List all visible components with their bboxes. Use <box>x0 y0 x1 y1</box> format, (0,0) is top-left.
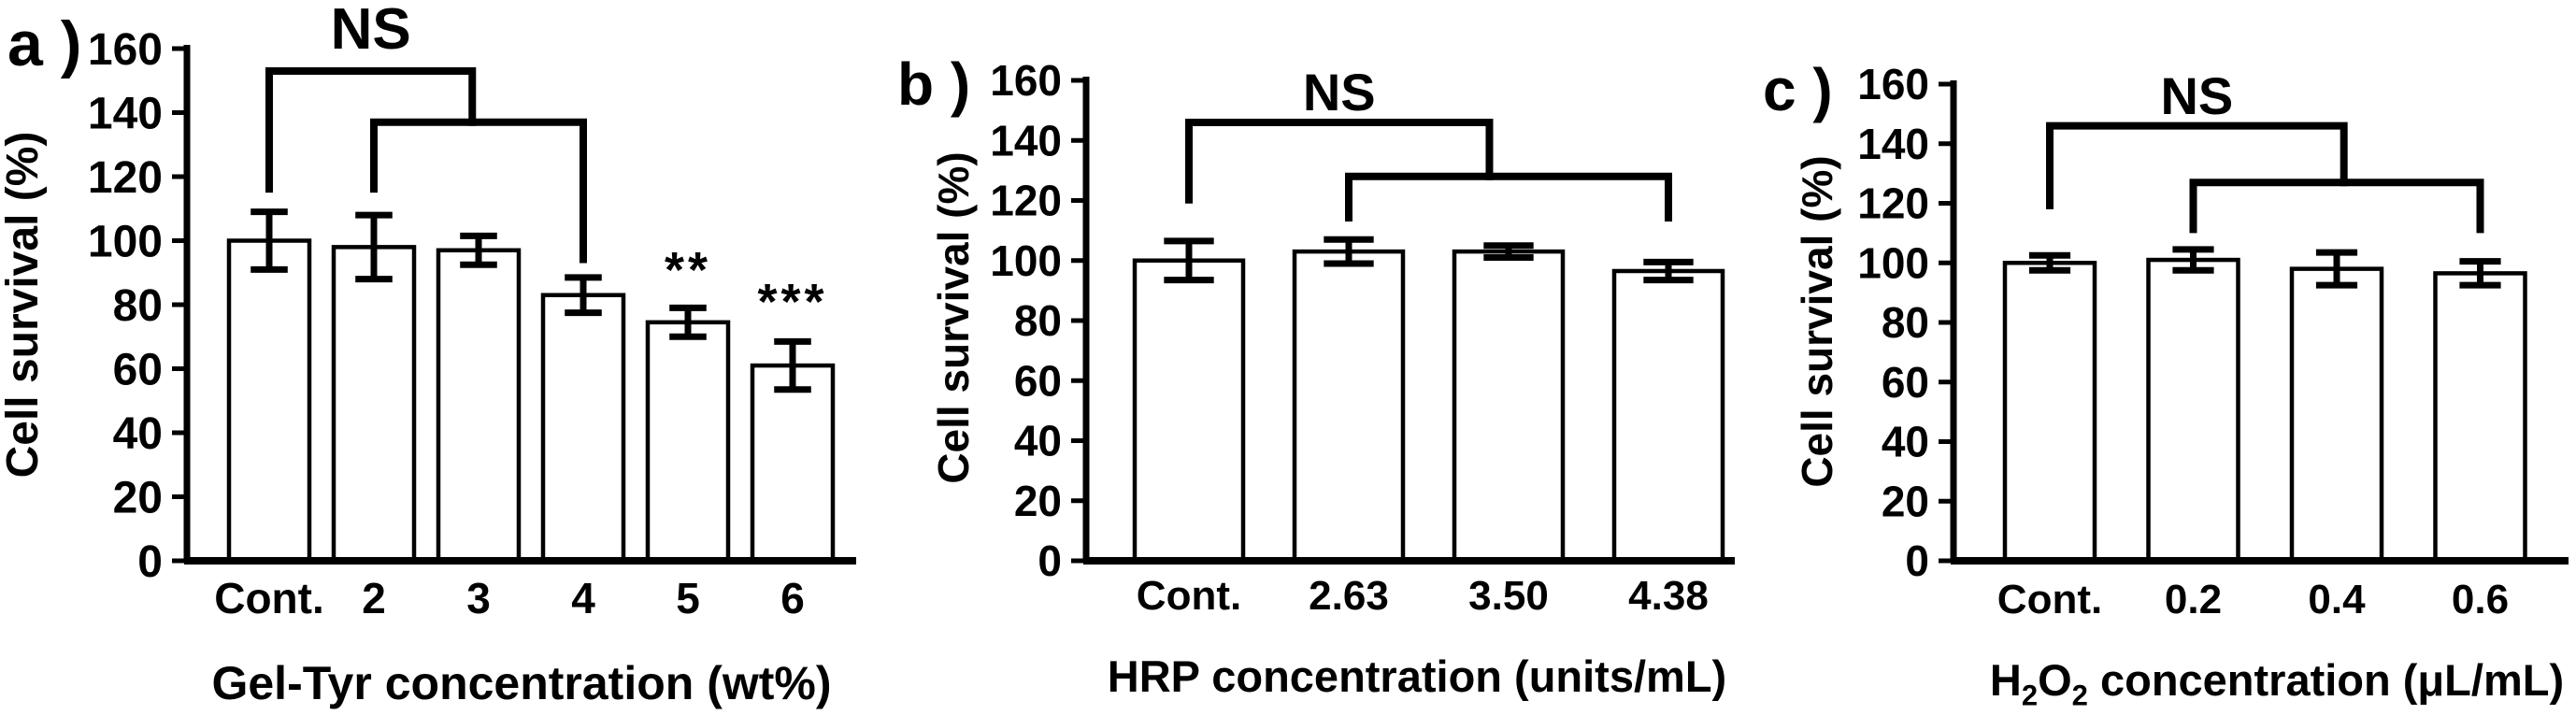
panel-b: HRP concentration (units/mL) 0 20 40 60 80 10… <box>888 0 1739 715</box>
bar-Cont. <box>226 238 312 564</box>
y-tick-label: 160 <box>88 25 163 75</box>
x-tick-label: Cont. <box>1997 577 2102 622</box>
y-tick-label: 40 <box>1014 417 1062 465</box>
y-tick-label: 80 <box>113 281 163 331</box>
x-tick-label: 6 <box>780 574 805 622</box>
y-tick-label: 160 <box>990 56 1062 105</box>
error-bar-4.38 <box>1643 258 1694 284</box>
x-tick-label: 4 <box>571 574 595 622</box>
bar-Cont. <box>2002 261 2097 564</box>
panel-c: H2O2 concentration (μL/mL) 0 20 40 60 80 100 1… <box>1739 0 2576 715</box>
ns-bracket <box>1185 118 1672 222</box>
x-tick-label: Cont. <box>214 574 324 622</box>
error-bar-0.6 <box>2459 258 2501 289</box>
x-tick-label: 3 <box>466 574 491 622</box>
y-tick-label: 20 <box>1014 477 1062 525</box>
panel-c-chart: H2O2 concentration (μL/mL) 0 20 40 60 80 100 1… <box>1763 56 2569 711</box>
ns-bracket <box>265 66 587 264</box>
ns-label: NS <box>1303 63 1376 122</box>
y-tick-label: 100 <box>990 236 1062 285</box>
y-axis-title: Cell survival (%) <box>929 151 978 483</box>
bar-6 <box>750 363 836 564</box>
significance-stars: ** <box>665 242 711 298</box>
panel-a-chart: Gel-Tyr concentration (wt%) 0 20 40 60 80 100… <box>0 0 856 709</box>
error-bar-3.50 <box>1483 242 1534 262</box>
y-tick-label: 80 <box>1882 298 1929 347</box>
y-tick-label: 100 <box>1857 238 1929 287</box>
y-tick-label: 0 <box>1905 536 1929 585</box>
error-bar-0.2 <box>2172 246 2214 274</box>
x-tick-label: 0.6 <box>2452 577 2509 622</box>
error-bar-2.63 <box>1324 236 1374 267</box>
x-tick-label: 3.50 <box>1468 573 1549 619</box>
error-bar-Cont. <box>2028 251 2071 274</box>
significance-stars: *** <box>757 274 827 330</box>
ns-bracket <box>2046 122 2484 234</box>
error-bar-Cont. <box>250 208 288 273</box>
y-tick-label: 160 <box>1857 60 1929 108</box>
x-axis-title: HRP concentration (units/mL) <box>1108 651 1726 701</box>
y-axis-title: Cell survival (%) <box>0 132 48 479</box>
panel-letter: a ) <box>7 8 81 79</box>
x-tick-label: 4.38 <box>1628 573 1709 619</box>
y-tick-label: 140 <box>990 116 1062 164</box>
bar-2 <box>331 245 417 564</box>
ns-bracket-outer <box>1185 118 1494 204</box>
y-tick-label: 60 <box>1014 356 1062 405</box>
panel-letter: c ) <box>1763 56 1833 123</box>
bar-0.4 <box>2289 266 2384 564</box>
ns-bracket-inner <box>1345 172 1672 222</box>
ns-label: NS <box>2160 66 2233 125</box>
x-tick-label: 2.63 <box>1309 573 1389 619</box>
bar-5 <box>645 320 731 564</box>
bar-0.6 <box>2433 271 2527 564</box>
error-bar-2 <box>355 211 393 283</box>
ns-bracket-outer <box>2046 122 2348 209</box>
x-tick-label: 0.2 <box>2165 577 2222 622</box>
error-bar-Cont. <box>1164 237 1214 284</box>
panel-letter: b ) <box>897 50 970 118</box>
x-tick-label: 5 <box>676 574 700 622</box>
y-tick-label: 120 <box>88 153 163 203</box>
y-tick-label: 0 <box>1038 536 1062 585</box>
y-tick-label: 140 <box>1857 120 1929 168</box>
x-axis-title: Gel-Tyr concentration (wt%) <box>211 657 831 709</box>
y-tick-label: 120 <box>990 177 1062 225</box>
x-axis-title: H2O2 concentration (μL/mL) <box>1990 655 2564 711</box>
bar-4.38 <box>1611 268 1725 564</box>
ns-bracket-inner <box>370 118 587 264</box>
error-bar-6 <box>774 337 811 393</box>
y-tick-label: 60 <box>1882 358 1929 407</box>
y-tick-label: 120 <box>1857 179 1929 228</box>
bar-0.2 <box>2146 257 2240 564</box>
y-tick-label: 40 <box>1882 418 1929 466</box>
y-axis-title: Cell survival (%) <box>1793 155 1841 487</box>
error-bar-4 <box>565 274 602 317</box>
y-tick-label: 140 <box>88 89 163 138</box>
error-bar-0.4 <box>2315 249 2358 289</box>
y-tick-label: 20 <box>113 473 163 522</box>
y-tick-label: 40 <box>113 409 163 459</box>
bar-Cont. <box>1132 258 1246 564</box>
bar-3.50 <box>1452 249 1566 564</box>
ns-bracket-inner <box>2189 179 2484 234</box>
x-tick-label: Cont. <box>1137 573 1241 619</box>
bar-3 <box>436 248 522 564</box>
x-tick-label: 2 <box>362 574 386 622</box>
ns-bracket-outer <box>265 66 477 193</box>
y-tick-label: 20 <box>1882 477 1929 525</box>
y-tick-label: 0 <box>137 537 163 587</box>
x-tick-label: 0.4 <box>2308 577 2366 622</box>
error-bar-3 <box>460 232 497 268</box>
panel-a: Gel-Tyr concentration (wt%) 0 20 40 60 80 100… <box>0 0 888 715</box>
bar-2.63 <box>1292 249 1406 564</box>
y-tick-label: 80 <box>1014 296 1062 345</box>
panel-b-chart: HRP concentration (units/mL) 0 20 40 60 80 10… <box>897 50 1735 701</box>
y-tick-label: 60 <box>113 345 163 394</box>
bar-4 <box>540 293 626 564</box>
y-tick-label: 100 <box>88 217 163 266</box>
ns-label: NS <box>331 0 411 62</box>
error-bar-5 <box>669 304 707 340</box>
